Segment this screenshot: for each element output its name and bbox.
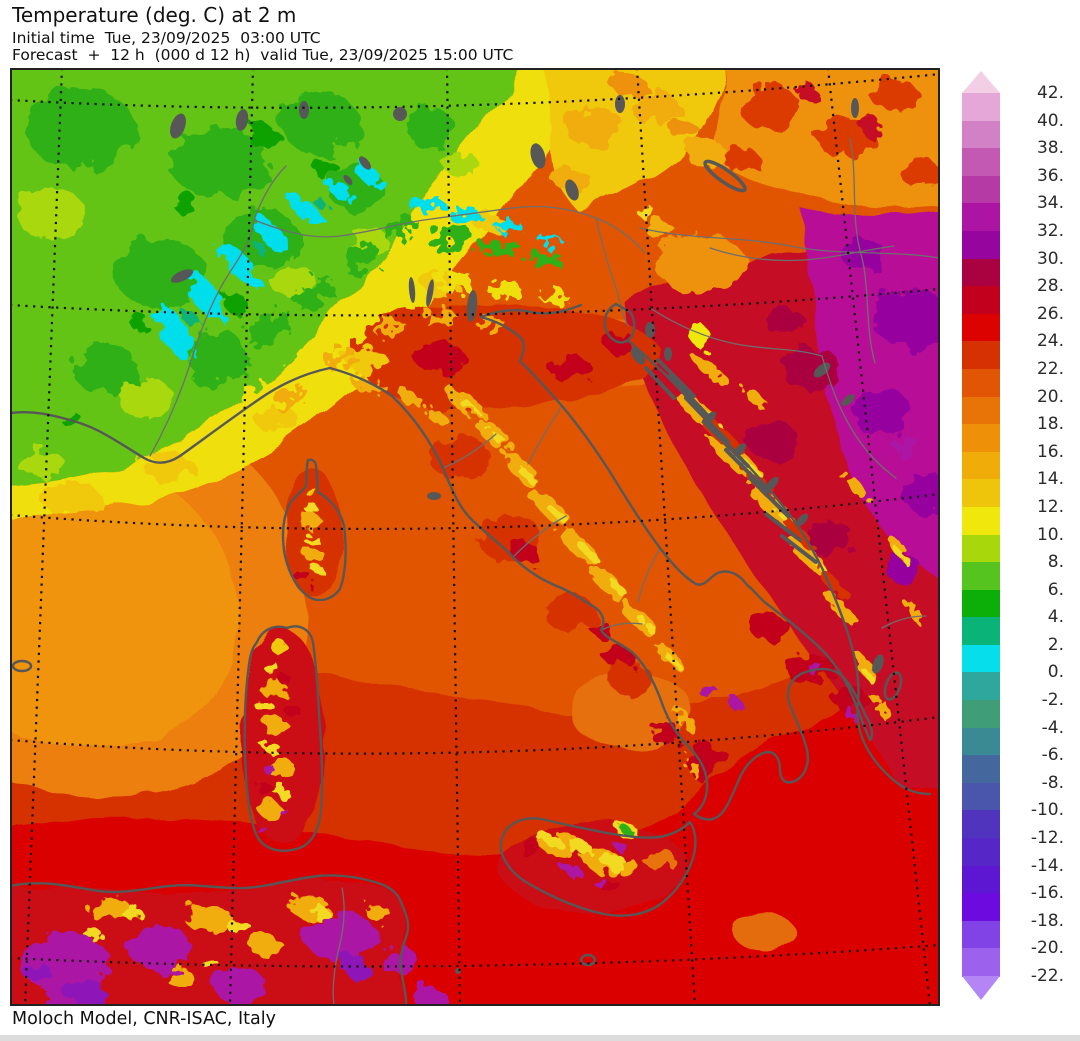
scale-label: 32.	[1036, 220, 1064, 241]
coastlines	[10, 302, 932, 1006]
scale-label: 36.	[1036, 165, 1064, 186]
scale-band	[962, 948, 1000, 977]
scale-label: 24.	[1036, 331, 1064, 352]
scale-label: -2.	[1041, 690, 1064, 711]
scale-band	[962, 175, 1000, 204]
scale-band	[962, 286, 1000, 315]
scale-label: 4.	[1047, 607, 1064, 628]
scale-label: 16.	[1036, 441, 1064, 462]
scale-band	[962, 451, 1000, 480]
country-borders	[149, 137, 940, 1006]
scale-band	[962, 93, 1000, 122]
coast-africa	[10, 874, 410, 1006]
scale-label: 8.	[1047, 552, 1064, 573]
scale-label: -18.	[1030, 910, 1064, 931]
scale-band	[962, 479, 1000, 508]
scale-label: 12.	[1036, 496, 1064, 517]
scale-label: -20.	[1030, 938, 1064, 959]
scale-band	[962, 589, 1000, 618]
map-frame	[10, 68, 940, 1006]
scale-label: 22.	[1036, 358, 1064, 379]
scale-label: -22.	[1030, 966, 1064, 986]
coast-sicily	[499, 817, 697, 917]
scale-label: 40.	[1036, 110, 1064, 131]
scale-band	[962, 562, 1000, 591]
model-credit: Moloch Model, CNR-ISAC, Italy	[12, 1009, 276, 1029]
scale-band	[962, 920, 1000, 949]
temperature-map-canvas	[10, 68, 940, 1006]
scale-label: 2.	[1047, 634, 1064, 655]
lakes-terrain-marks	[11, 95, 903, 974]
scale-label: 38.	[1036, 138, 1064, 159]
scale-band	[962, 810, 1000, 839]
page-title: Temperature (deg. C) at 2 m	[12, 3, 297, 27]
scale-band	[962, 424, 1000, 453]
scale-band	[962, 672, 1000, 701]
initial-time-line: Initial time Tue, 23/09/2025 03:00 UTC	[12, 29, 321, 47]
temperature-field-patches	[15, 76, 940, 1006]
scale-label: -4.	[1041, 717, 1064, 738]
scale-band	[962, 203, 1000, 232]
scale-band	[962, 755, 1000, 784]
scale-label: 10.	[1036, 524, 1064, 545]
scale-label: 28.	[1036, 276, 1064, 297]
scale-band	[962, 644, 1000, 674]
scale-label: 42.	[1036, 83, 1064, 103]
scale-band	[962, 396, 1000, 425]
scale-band	[962, 893, 1000, 922]
temperature-map	[10, 68, 940, 1006]
scale-band	[962, 700, 1000, 729]
scale-band	[962, 727, 1000, 756]
scale-label: -14.	[1030, 855, 1064, 876]
scale-band	[962, 782, 1000, 812]
scale-label: 34.	[1036, 193, 1064, 214]
coast-corsica	[281, 458, 347, 602]
scale-band	[962, 368, 1000, 398]
scale-band	[962, 148, 1000, 177]
graticule-grid	[10, 68, 940, 1006]
scale-label: 0.	[1047, 662, 1064, 683]
scale-label: 6.	[1047, 579, 1064, 600]
forecast-valid-line: Forecast + 12 h (000 d 12 h) valid Tue, …	[12, 46, 514, 64]
scale-band	[962, 313, 1000, 342]
scale-band	[962, 258, 1000, 287]
scale-band	[962, 120, 1000, 149]
bottom-strip	[0, 1035, 1080, 1041]
coast-sardinia	[243, 625, 324, 852]
scale-band	[962, 838, 1000, 867]
scale-band	[962, 506, 1000, 536]
scale-label: 26.	[1036, 303, 1064, 324]
scale-arrow-down-icon	[962, 976, 1000, 1000]
scale-label: 14.	[1036, 469, 1064, 490]
scale-label: -16.	[1030, 883, 1064, 904]
coast-istria	[603, 302, 636, 344]
scale-arrow-up-icon	[962, 71, 1000, 93]
coast-italy	[10, 303, 874, 821]
scale-band	[962, 341, 1000, 370]
scale-label: -8.	[1041, 772, 1064, 793]
scale-band	[962, 865, 1000, 894]
scale-label: -6.	[1041, 745, 1064, 766]
scale-label: 18.	[1036, 414, 1064, 435]
scale-band	[962, 230, 1000, 260]
scale-band	[962, 534, 1000, 563]
scale-label: 30.	[1036, 248, 1064, 269]
scale-label: -10.	[1030, 800, 1064, 821]
scale-band	[962, 617, 1000, 646]
scale-label: -12.	[1030, 828, 1064, 849]
scale-label: 20.	[1036, 386, 1064, 407]
temperature-color-scale: 42. 40. 38. 36. 34. 32. 30. 28. 26. 24. 22. 20. 18. 1…	[962, 71, 1074, 1006]
